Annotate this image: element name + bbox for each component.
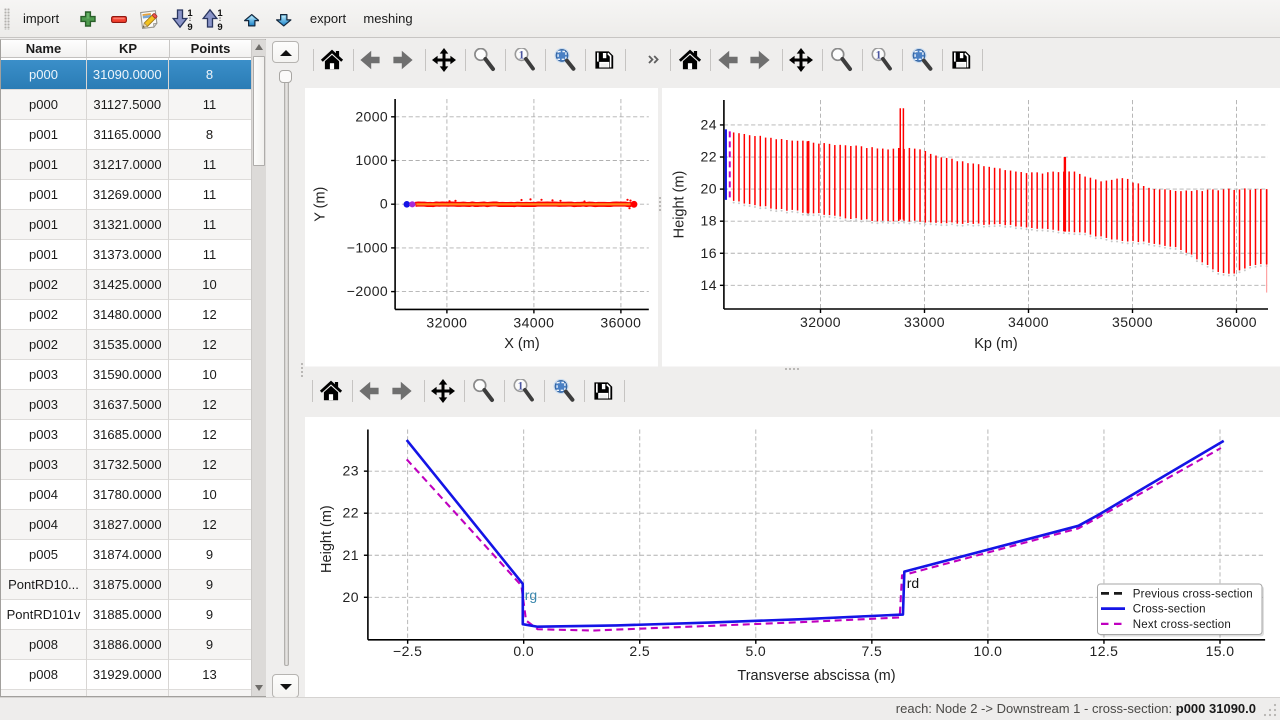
svg-text:10.0: 10.0 (973, 643, 1002, 659)
svg-text:1: 1 (217, 8, 223, 19)
svg-text:X (m): X (m) (504, 336, 539, 352)
svg-text:Height (m): Height (m) (671, 171, 687, 239)
svg-text:22: 22 (342, 505, 358, 521)
svg-text:23: 23 (342, 463, 358, 479)
svg-text:Y (m): Y (m) (312, 187, 328, 222)
svg-text:0.0: 0.0 (513, 643, 534, 659)
svg-text:16: 16 (700, 245, 716, 261)
svg-text:Next cross-section: Next cross-section (1132, 619, 1230, 631)
svg-text:−1000: −1000 (346, 239, 387, 255)
svg-text:15.0: 15.0 (1205, 643, 1234, 659)
svg-text:32000: 32000 (800, 314, 841, 330)
svg-text:−2.5: −2.5 (393, 643, 422, 659)
svg-text:Kp (m): Kp (m) (974, 336, 1018, 352)
svg-text:−2000: −2000 (346, 283, 387, 299)
svg-text:Height (m): Height (m) (319, 505, 335, 573)
svg-text:Transverse abscissa (m): Transverse abscissa (m) (737, 668, 895, 684)
svg-text:rg: rg (524, 587, 536, 603)
svg-text:35000: 35000 (1112, 314, 1153, 330)
svg-text:20: 20 (700, 181, 716, 197)
svg-text:20: 20 (342, 589, 358, 605)
svg-text:9: 9 (217, 22, 222, 31)
svg-text:9: 9 (187, 22, 192, 31)
svg-text:34000: 34000 (513, 314, 554, 330)
svg-text:rd: rd (906, 575, 918, 591)
svg-text:24: 24 (700, 116, 716, 132)
svg-text:2000: 2000 (355, 108, 388, 124)
svg-text:12.5: 12.5 (1089, 643, 1118, 659)
svg-text:36000: 36000 (600, 314, 641, 330)
svg-text:33000: 33000 (904, 314, 945, 330)
svg-text:Cross-section: Cross-section (1132, 604, 1205, 616)
svg-text:2.5: 2.5 (629, 643, 650, 659)
svg-text:34000: 34000 (1008, 314, 1049, 330)
svg-text:1000: 1000 (355, 152, 388, 168)
svg-text:22: 22 (700, 149, 716, 165)
svg-text:5.0: 5.0 (745, 643, 766, 659)
svg-text:0: 0 (379, 196, 387, 212)
svg-text:32000: 32000 (426, 314, 467, 330)
svg-text:14: 14 (700, 277, 716, 293)
svg-text:36000: 36000 (1216, 314, 1257, 330)
svg-text:7.5: 7.5 (861, 643, 882, 659)
svg-text:21: 21 (342, 547, 358, 563)
svg-text:18: 18 (700, 213, 716, 229)
svg-text:1: 1 (187, 8, 193, 19)
svg-text:Previous cross-section: Previous cross-section (1132, 588, 1252, 600)
